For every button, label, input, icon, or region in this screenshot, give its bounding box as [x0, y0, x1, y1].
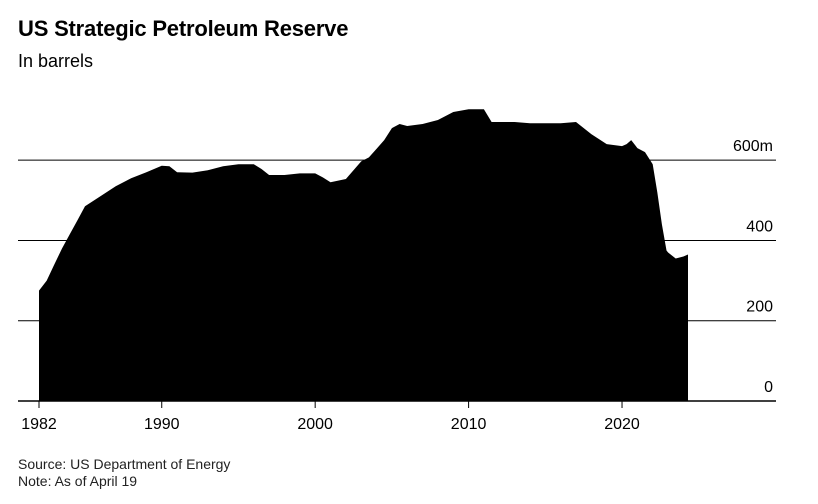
x-tick-label-2000: 2000 [297, 416, 333, 433]
chart-title: US Strategic Petroleum Reserve [18, 16, 349, 41]
area-layer [39, 109, 688, 401]
x-tick-label-1982: 1982 [21, 416, 57, 433]
chart-footer: Source: US Department of Energy Note: As… [18, 456, 230, 490]
y-tick-label-200: 200 [746, 299, 773, 316]
chart-subtitle: In barrels [18, 51, 94, 71]
x-tick-label-2010: 2010 [451, 416, 487, 433]
x-tick-label-2020: 2020 [604, 416, 640, 433]
reserve-area [39, 109, 688, 401]
source-note: Source: US Department of Energy [18, 456, 231, 472]
label-layer: 1982 1990 2000 2010 2020 0 200 400 600m [21, 138, 773, 433]
date-note: Note: As of April 19 [18, 473, 138, 489]
y-tick-label-0: 0 [764, 379, 773, 396]
y-tick-label-600: 600m [733, 138, 773, 155]
y-tick-label-400: 400 [746, 218, 773, 235]
x-tick-label-1990: 1990 [144, 416, 180, 433]
axis-layer [18, 400, 776, 408]
